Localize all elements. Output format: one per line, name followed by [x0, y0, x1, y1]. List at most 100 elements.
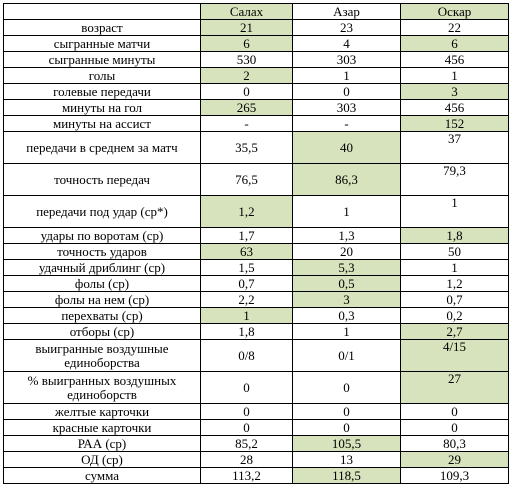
value-oscar: 4/15 [400, 339, 509, 372]
value-oscar: 50 [400, 243, 509, 260]
table-row: красные карточки 0 0 0 [3, 419, 509, 436]
value-salah: 265 [200, 99, 293, 116]
row-label: отборы (ср) [3, 323, 201, 340]
row-label: фолы на нем (ср) [3, 291, 201, 308]
value-salah: 1,2 [200, 195, 293, 228]
table-row: сумма 113,2 118,5 109,3 [3, 467, 509, 484]
value-hazard: - [292, 115, 401, 132]
value-salah: 85,2 [200, 435, 293, 452]
table-row: минуты на гол 265 303 456 [3, 99, 509, 116]
header-corner-cell [3, 3, 201, 20]
value-hazard: 105,5 [292, 435, 401, 452]
value-salah: 0/8 [200, 339, 293, 372]
value-hazard: 40 [292, 131, 401, 164]
value-oscar: 79,3 [400, 163, 509, 196]
value-hazard: 0/1 [292, 339, 401, 372]
value-hazard: 13 [292, 451, 401, 468]
value-salah: 0 [200, 419, 293, 436]
table-row: фолы на нем (ср) 2,2 3 0,7 [3, 291, 509, 308]
value-hazard: 3 [292, 291, 401, 308]
value-hazard: 0,5 [292, 275, 401, 292]
value-salah: 63 [200, 243, 293, 260]
row-label: точность передач [3, 163, 201, 196]
table-row: передачи под удар (ср*) 1,2 1 1 [3, 195, 509, 228]
value-oscar: 0,7 [400, 291, 509, 308]
value-hazard: 0,3 [292, 307, 401, 324]
value-oscar: 27 [400, 371, 509, 404]
table-row: ОД (ср) 28 13 29 [3, 451, 509, 468]
table-row: % выигранных воздушных единоборств 0 0 2… [3, 371, 509, 404]
table-row: желтые карточки 0 0 0 [3, 403, 509, 420]
row-label: возраст [3, 19, 201, 36]
table-row: возраст 21 23 22 [3, 19, 509, 36]
value-hazard: 23 [292, 19, 401, 36]
value-oscar: 152 [400, 115, 509, 132]
table-row: точность передач 76,5 86,3 79,3 [3, 163, 509, 196]
table-row: минуты на ассист - - 152 [3, 115, 509, 132]
value-salah: 2 [200, 67, 293, 84]
row-label: сыгранные матчи [3, 35, 201, 52]
table-row: выигранные воздушные единоборства 0/8 0/… [3, 339, 509, 372]
value-salah: 1,7 [200, 227, 293, 244]
table-row: голы 2 1 1 [3, 67, 509, 84]
row-label: РАА (ср) [3, 435, 201, 452]
value-hazard: 0 [292, 419, 401, 436]
value-salah: 113,2 [200, 467, 293, 484]
value-oscar: 6 [400, 35, 509, 52]
row-label: перехваты (ср) [3, 307, 201, 324]
row-label: сумма [3, 467, 201, 484]
table-row: фолы (ср) 0,7 0,5 1,2 [3, 275, 509, 292]
value-hazard: 1 [292, 67, 401, 84]
player-comparison-table: Салах Азар Оскар возраст 21 23 22 сыгран… [3, 3, 509, 484]
value-hazard: 86,3 [292, 163, 401, 196]
row-label: сыгранные минуты [3, 51, 201, 68]
value-oscar: 109,3 [400, 467, 509, 484]
value-salah: 21 [200, 19, 293, 36]
table-row: сыгранные минуты 530 303 456 [3, 51, 509, 68]
row-label: удары по воротам (ср) [3, 227, 201, 244]
value-salah: 1,8 [200, 323, 293, 340]
row-label: передачи в среднем за матч [3, 131, 201, 164]
value-oscar: 456 [400, 51, 509, 68]
value-salah: 0 [200, 403, 293, 420]
value-salah: - [200, 115, 293, 132]
value-oscar: 3 [400, 83, 509, 100]
value-hazard: 5,3 [292, 259, 401, 276]
value-salah: 1,5 [200, 259, 293, 276]
value-hazard: 0 [292, 403, 401, 420]
value-oscar: 1,2 [400, 275, 509, 292]
row-label: ОД (ср) [3, 451, 201, 468]
row-label: желтые карточки [3, 403, 201, 420]
value-hazard: 118,5 [292, 467, 401, 484]
value-hazard: 303 [292, 51, 401, 68]
value-hazard: 0 [292, 83, 401, 100]
table-row: РАА (ср) 85,2 105,5 80,3 [3, 435, 509, 452]
value-oscar: 0 [400, 403, 509, 420]
row-label: точность ударов [3, 243, 201, 260]
value-oscar: 0,2 [400, 307, 509, 324]
value-salah: 2,2 [200, 291, 293, 308]
row-label: передачи под удар (ср*) [3, 195, 201, 228]
value-hazard: 0 [292, 371, 401, 404]
table-row: голевые передачи 0 0 3 [3, 83, 509, 100]
value-salah: 76,5 [200, 163, 293, 196]
value-salah: 35,5 [200, 131, 293, 164]
table-row: удачный дриблинг (ср) 1,5 5,3 1 [3, 259, 509, 276]
header-row: Салах Азар Оскар [3, 3, 509, 20]
value-salah: 530 [200, 51, 293, 68]
value-hazard: 20 [292, 243, 401, 260]
table-row: сыгранные матчи 6 4 6 [3, 35, 509, 52]
value-oscar: 1 [400, 67, 509, 84]
row-label: минуты на ассист [3, 115, 201, 132]
value-oscar: 1 [400, 259, 509, 276]
row-label: удачный дриблинг (ср) [3, 259, 201, 276]
table-row: точность ударов 63 20 50 [3, 243, 509, 260]
row-label: выигранные воздушные единоборства [3, 339, 201, 372]
row-label: фолы (ср) [3, 275, 201, 292]
row-label: голевые передачи [3, 83, 201, 100]
table-row: передачи в среднем за матч 35,5 40 37 [3, 131, 509, 164]
row-label: красные карточки [3, 419, 201, 436]
value-hazard: 4 [292, 35, 401, 52]
stats-table-wrapper: Салах Азар Оскар возраст 21 23 22 сыгран… [3, 3, 509, 484]
value-hazard: 303 [292, 99, 401, 116]
